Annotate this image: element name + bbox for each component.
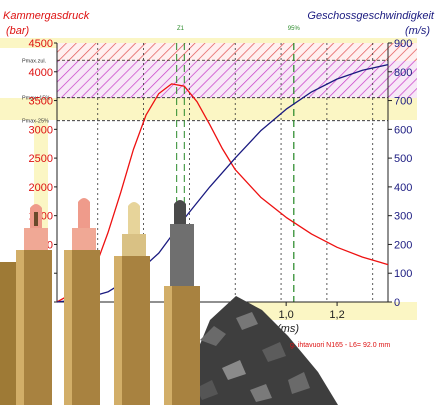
x-tick-label: 1,0 [279,309,294,321]
load-footnote: g. ihtavuori N165 - L6= 92.0 mm [290,342,390,349]
left-axis-title: Kammergasdruck [3,10,90,22]
cartridge-1 [0,262,16,405]
cartridge-5 [164,200,200,405]
left-tick-label: 4500 [29,38,53,50]
right-tick-label: 500 [394,153,412,165]
gunpowder-pile [175,296,338,405]
cartridge-4 [114,202,150,405]
right-tick-label: 0 [394,297,400,309]
right-axis-ticks: 0 100 200 300 400 500 600 700 800 900 [388,38,412,309]
right-tick-label: 400 [394,182,412,194]
right-tick-label: 300 [394,211,412,223]
band-yellow-middle [0,98,417,120]
x-tick-label: 1,2 [329,309,344,321]
right-tick-label: 700 [394,96,412,108]
band-yellow-bottom [230,302,417,320]
right-tick-label: 800 [394,67,412,79]
pressure-limit-label: Pmax.zul. [22,58,47,64]
left-tick-label: 3500 [29,96,53,108]
left-tick-label: 2000 [29,182,53,194]
pressure-limit-bands [0,38,417,320]
right-tick-label: 200 [394,239,412,251]
band-over-15pct-hatched [57,61,417,98]
right-tick-label: 100 [394,268,412,280]
pressure-series-line [56,83,389,303]
band-over-max-hatched [57,43,417,61]
left-axis-unit: (bar) [6,25,30,37]
cartridge-2 [16,204,52,405]
pressure-limit-label: Pmax-25% [22,119,49,125]
left-tick-label: 3000 [29,124,53,136]
marker-label: 95% [288,26,301,32]
pressure-limit-label: Pmax+15% [22,96,50,102]
pressure-limit-lines: Pmax.zul. Pmax+15% Pmax-25% [22,58,388,125]
cartridge-and-powder-photo [0,198,338,405]
right-tick-label: 600 [394,124,412,136]
right-tick-label: 900 [394,38,412,50]
left-tick-label: 2500 [29,153,53,165]
right-axis-unit: (m/s) [405,25,430,37]
axes [56,43,389,303]
marker-label: Z1 [177,26,185,32]
cartridge-3 [64,198,100,405]
right-axis-title: Geschossgeschwindigkeit [307,10,435,22]
left-tick-label: 4000 [29,67,53,79]
